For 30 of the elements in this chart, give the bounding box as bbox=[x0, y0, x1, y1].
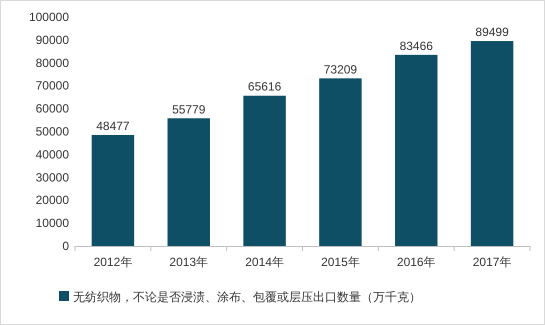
bar bbox=[92, 134, 134, 246]
x-tick-label: 2017年 bbox=[472, 255, 512, 269]
x-tick-label: 2014年 bbox=[245, 255, 284, 269]
bar bbox=[319, 78, 362, 246]
y-tick-label: 100000 bbox=[28, 10, 70, 24]
x-tick-label: 2016年 bbox=[396, 255, 436, 269]
bar bbox=[395, 54, 438, 246]
x-tick-label: 2015年 bbox=[321, 255, 360, 269]
data-label: 65616 bbox=[248, 80, 282, 94]
data-label: 55779 bbox=[172, 102, 206, 116]
y-tick-label: 10000 bbox=[36, 216, 70, 230]
x-tick-label: 2013年 bbox=[169, 255, 208, 269]
y-tick-label: 80000 bbox=[36, 56, 70, 70]
y-tick-label: 0 bbox=[62, 239, 70, 253]
y-tick-label: 60000 bbox=[36, 102, 70, 116]
bar bbox=[168, 118, 210, 246]
y-tick-label: 70000 bbox=[36, 78, 70, 93]
data-label: 83466 bbox=[400, 38, 434, 53]
y-tick-label: 90000 bbox=[36, 32, 70, 47]
y-tick-label: 30000 bbox=[36, 170, 70, 184]
data-label: 48477 bbox=[96, 118, 130, 133]
data-label: 89499 bbox=[475, 25, 510, 40]
y-tick-label: 50000 bbox=[36, 124, 70, 138]
bar bbox=[243, 96, 286, 246]
bar bbox=[470, 41, 514, 246]
x-tick-label: 2012年 bbox=[94, 255, 132, 269]
y-tick-label: 40000 bbox=[36, 147, 70, 162]
legend-label: 无纺织物，不论是否浸渍、涂布、包覆或层压出口数量（万千克） bbox=[73, 290, 421, 304]
data-label: 73209 bbox=[324, 62, 358, 76]
y-tick-label: 20000 bbox=[36, 193, 70, 208]
